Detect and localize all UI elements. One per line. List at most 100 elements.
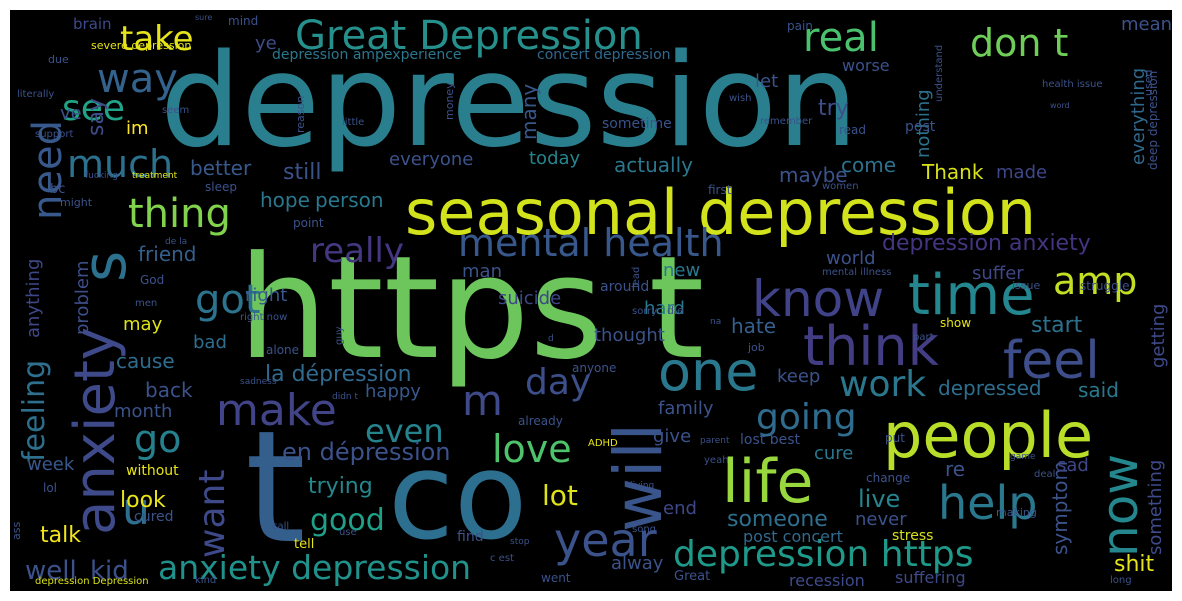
word-shit: shit	[1114, 552, 1155, 577]
word-life: life	[722, 447, 814, 517]
word-suffering: suffering	[895, 568, 966, 587]
word-back: back	[145, 378, 193, 402]
word-mental-health: mental health	[458, 221, 724, 265]
word-ye: ye	[255, 33, 277, 54]
word-little: little	[342, 117, 365, 128]
word-sure: sure	[195, 13, 213, 22]
word-die: die	[667, 304, 684, 317]
word-mind: mind	[228, 14, 259, 28]
word-feeling: feeling	[17, 359, 52, 462]
word-around: around	[600, 279, 650, 295]
word-lol: lol	[43, 481, 58, 495]
word-got: got	[195, 277, 261, 323]
word-co: co	[388, 428, 528, 567]
word-mental-illness: mental illness	[822, 267, 892, 278]
word-depressed: depressed	[938, 376, 1042, 400]
word-real: real	[803, 15, 879, 61]
word-first: first	[708, 183, 732, 197]
word-alway: alway	[611, 553, 664, 574]
word-depression-https: depression https	[673, 534, 974, 575]
word-think: think	[803, 315, 939, 378]
word-c-est: c est	[490, 553, 514, 564]
word-read: read	[839, 123, 867, 137]
word-sleep: sleep	[205, 180, 237, 194]
word-thank: Thank	[922, 160, 984, 184]
word-made: made	[996, 162, 1048, 183]
word-tell: tell	[294, 537, 315, 552]
word-depression: depression	[160, 27, 859, 176]
word-treatment: treatment	[132, 171, 178, 181]
word-try: try	[818, 96, 849, 121]
word-use: use	[339, 527, 357, 538]
word-remember: remember	[760, 116, 813, 127]
word-help: help	[938, 476, 1038, 530]
word-stress: stress	[892, 528, 934, 544]
word-de-la: de la	[165, 237, 188, 247]
word-right: right	[245, 285, 288, 306]
word-alone: alone	[266, 343, 300, 357]
word-happy: happy	[365, 381, 421, 402]
word-look: look	[120, 488, 166, 513]
word-t: t	[245, 397, 306, 578]
word-keep: keep	[777, 366, 821, 387]
word-people: people	[883, 399, 1094, 472]
word-love: love	[492, 427, 572, 471]
word-want: want	[192, 469, 233, 558]
word-cure: cure	[814, 443, 854, 464]
word-hate: hate	[731, 314, 777, 338]
word-brain: brain	[73, 15, 112, 33]
word-better: better	[190, 156, 252, 180]
word-maybe: maybe	[779, 163, 848, 187]
word-family: family	[658, 398, 714, 419]
word-ass: ass	[10, 521, 23, 540]
word-u: u	[122, 484, 150, 535]
word-didn-t: didn t	[332, 392, 359, 402]
word-well: well	[25, 556, 77, 586]
word-know: know	[752, 270, 885, 328]
word-person: person	[315, 188, 384, 212]
word-make: make	[216, 385, 337, 436]
word-issue: issue	[1012, 279, 1041, 292]
word-re: re	[945, 457, 966, 481]
word-im: im	[126, 118, 149, 139]
word-cured: cured	[134, 509, 174, 525]
word-time: time	[908, 263, 1035, 328]
word-wish: wish	[729, 93, 752, 104]
word-going: going	[756, 397, 857, 438]
word-money: money	[443, 82, 456, 120]
word-lead: lead	[631, 266, 642, 288]
word-word: word	[1050, 101, 1070, 110]
word-something: something	[1145, 459, 1166, 555]
word-way: way	[97, 56, 178, 102]
word-literally: literally	[17, 89, 55, 100]
word-great: Great	[674, 569, 711, 584]
word-na: na	[710, 317, 722, 327]
word-give: give	[653, 426, 692, 447]
word-month: month	[114, 401, 173, 422]
word-show: show	[940, 316, 972, 330]
word-depression-depression: depression Depression	[35, 576, 149, 587]
word-man: man	[462, 261, 502, 282]
word-making: making	[996, 506, 1037, 519]
word-fucking: fucking	[85, 171, 118, 181]
word-find: find	[457, 529, 484, 545]
word-d: d	[548, 334, 554, 344]
word-song: song	[632, 524, 657, 535]
word-friend: friend	[138, 242, 197, 266]
word-cause: cause	[116, 349, 175, 373]
word-struggle: struggle	[1080, 279, 1130, 293]
word-seasonal-depression: seasonal depression	[405, 176, 1037, 249]
word-hard: hard	[644, 298, 685, 319]
word-men: men	[135, 298, 158, 309]
word-getting: getting	[1148, 303, 1169, 368]
word-kid: kid	[90, 556, 129, 586]
word-yeah: yeah	[704, 455, 729, 466]
word-go: go	[134, 417, 182, 461]
word-even: even	[365, 412, 444, 450]
word-kind: kind	[195, 575, 217, 586]
word-now: now	[1091, 453, 1149, 557]
word-severe-depression: severe depression	[91, 39, 192, 52]
word-point: point	[293, 216, 324, 230]
word-come: come	[841, 153, 897, 177]
word-sadness: sadness	[240, 377, 277, 387]
